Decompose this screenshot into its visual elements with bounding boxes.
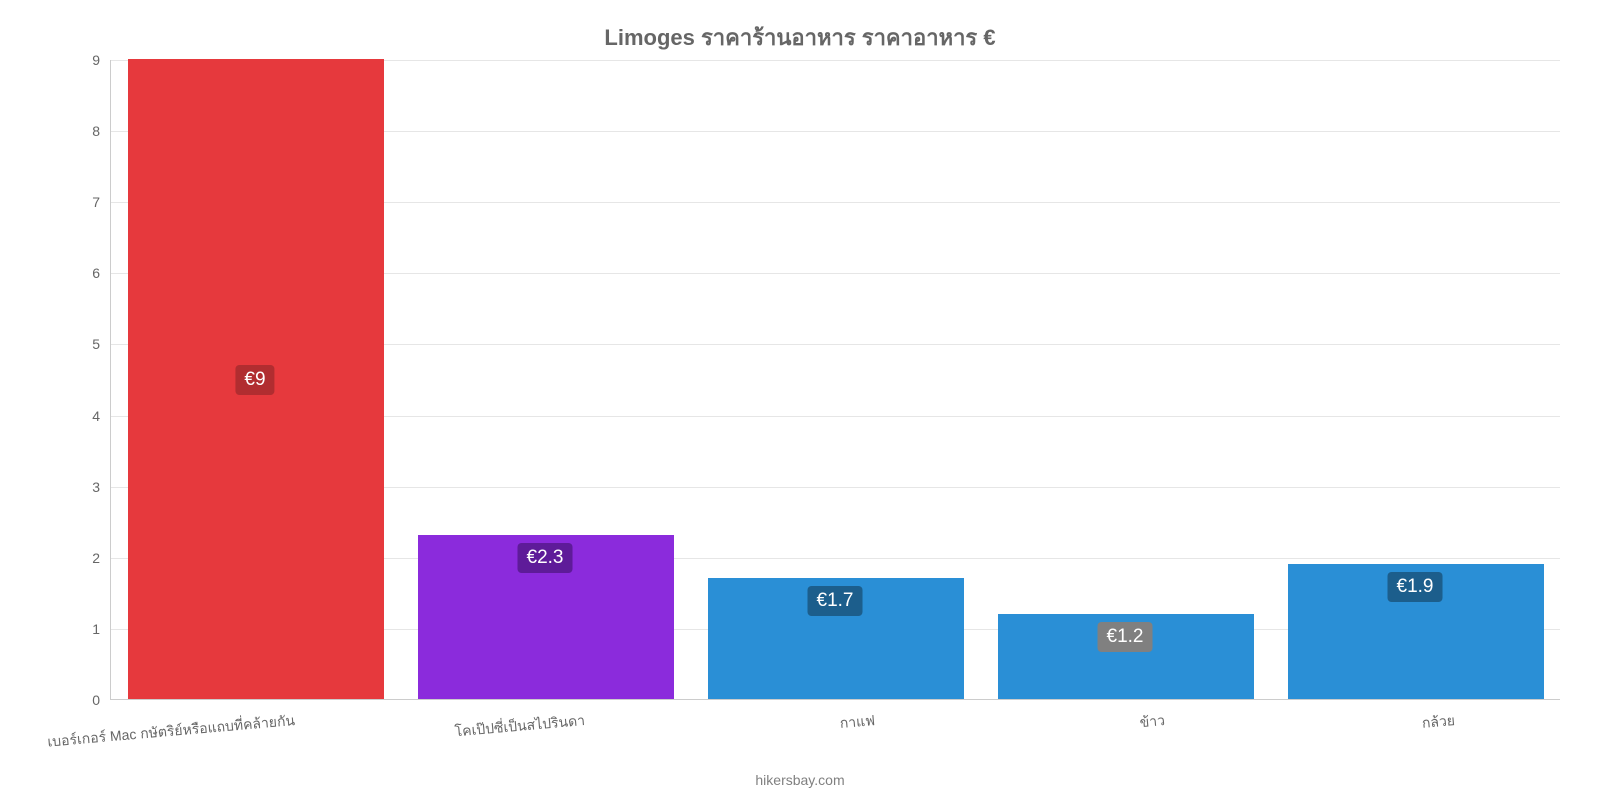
y-tick-label: 9 — [60, 52, 100, 68]
y-tick-label: 6 — [60, 265, 100, 281]
x-tick-label: กล้วย — [1115, 710, 1456, 762]
y-tick-label: 0 — [60, 692, 100, 708]
bar-value-label: €1.9 — [1388, 572, 1443, 602]
bar-value-label: €9 — [235, 365, 274, 395]
bar-value-label: €1.2 — [1098, 622, 1153, 652]
x-tick-label: กาแฟ — [535, 710, 876, 762]
y-tick-label: 4 — [60, 408, 100, 424]
credit-text: hikersbay.com — [0, 772, 1600, 788]
price-bar-chart: Limoges ราคาร้านอาหาร ราคาอาหาร € hikers… — [0, 0, 1600, 800]
y-tick-label: 3 — [60, 479, 100, 495]
chart-title: Limoges ราคาร้านอาหาร ราคาอาหาร € — [0, 20, 1600, 55]
bar-value-label: €1.7 — [808, 586, 863, 616]
x-tick-label: ข้าว — [825, 710, 1166, 762]
y-tick-label: 5 — [60, 336, 100, 352]
y-tick-label: 1 — [60, 621, 100, 637]
y-tick-label: 2 — [60, 550, 100, 566]
bar-value-label: €2.3 — [518, 543, 573, 573]
y-tick-label: 8 — [60, 123, 100, 139]
x-tick-label: โคเป๊ปซี่เป็นสไปรินดา — [245, 710, 586, 762]
y-tick-label: 7 — [60, 194, 100, 210]
